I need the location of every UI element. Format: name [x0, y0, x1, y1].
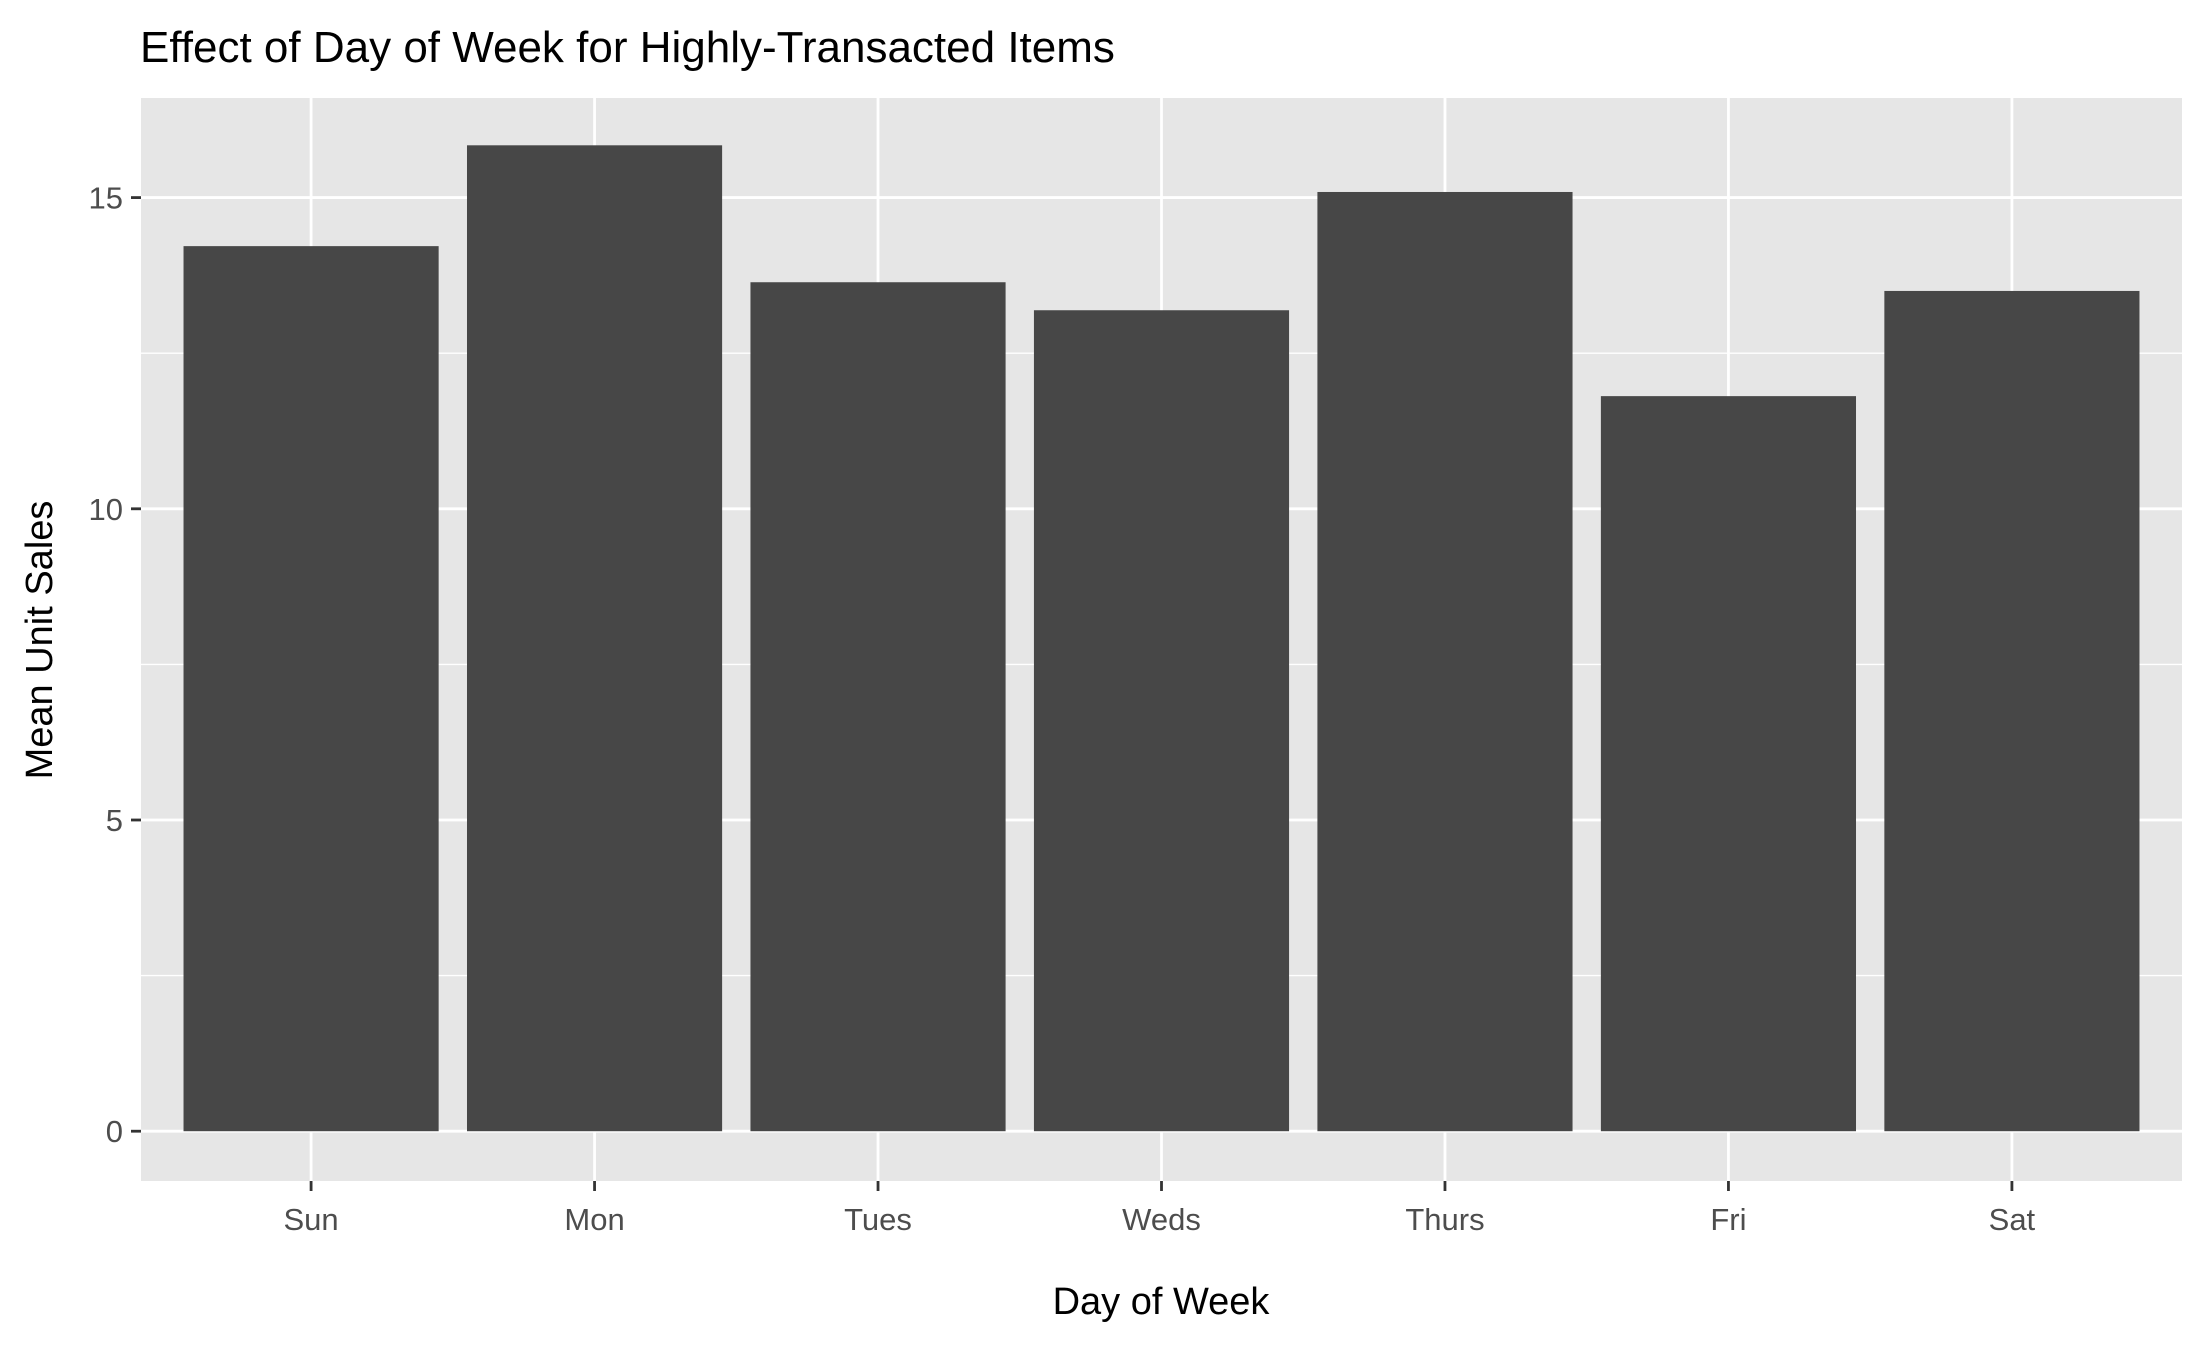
y-tick-label: 0	[106, 1114, 123, 1149]
bars	[183, 145, 2140, 1132]
bar-fri	[1600, 396, 1857, 1132]
bar-tues	[750, 282, 1006, 1132]
x-tick-label: Weds	[1122, 1202, 1201, 1237]
bar-weds	[1033, 310, 1290, 1132]
y-tick-label: 5	[106, 803, 123, 838]
x-axis: Sun Mon Tues Weds Thurs Fri Sat	[283, 1181, 2036, 1237]
bar-mon	[466, 145, 723, 1132]
bar-thurs	[1317, 191, 1573, 1132]
y-axis-title: Mean Unit Sales	[19, 501, 61, 780]
bar-sun	[183, 246, 439, 1132]
y-tick-label: 15	[89, 181, 123, 216]
x-tick-label: Fri	[1710, 1202, 1746, 1237]
bar-sat	[1884, 290, 2140, 1132]
x-tick-label: Sat	[1989, 1202, 2036, 1237]
x-axis-title: Day of Week	[1053, 1281, 1271, 1323]
x-tick-label: Tues	[844, 1202, 912, 1237]
y-axis: 0 5 10 15	[89, 181, 141, 1149]
y-tick-label: 10	[89, 492, 123, 527]
chart-title: Effect of Day of Week for Highly-Transac…	[140, 23, 1115, 72]
x-tick-label: Thurs	[1405, 1202, 1484, 1237]
x-tick-label: Mon	[564, 1202, 624, 1237]
x-tick-label: Sun	[283, 1202, 338, 1237]
